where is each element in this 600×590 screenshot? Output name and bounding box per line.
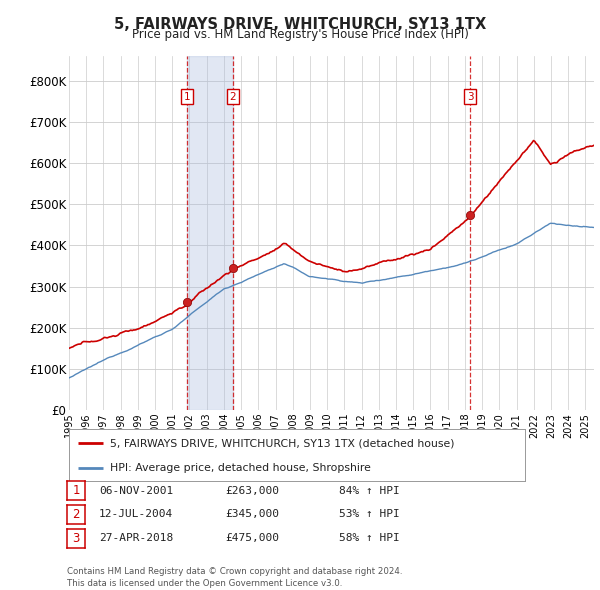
- Text: 06-NOV-2001: 06-NOV-2001: [99, 486, 173, 496]
- Text: 53% ↑ HPI: 53% ↑ HPI: [339, 510, 400, 519]
- Text: 1: 1: [73, 484, 80, 497]
- Text: 1: 1: [184, 92, 190, 101]
- Text: 5, FAIRWAYS DRIVE, WHITCHURCH, SY13 1TX (detached house): 5, FAIRWAYS DRIVE, WHITCHURCH, SY13 1TX …: [110, 438, 455, 448]
- Text: 58% ↑ HPI: 58% ↑ HPI: [339, 533, 400, 543]
- Text: 3: 3: [73, 532, 80, 545]
- Text: £345,000: £345,000: [225, 510, 279, 519]
- Text: 2: 2: [73, 508, 80, 521]
- Text: Contains HM Land Registry data © Crown copyright and database right 2024.
This d: Contains HM Land Registry data © Crown c…: [67, 568, 403, 588]
- Text: £263,000: £263,000: [225, 486, 279, 496]
- Text: Price paid vs. HM Land Registry's House Price Index (HPI): Price paid vs. HM Land Registry's House …: [131, 28, 469, 41]
- Bar: [187, 56, 233, 410]
- Text: £475,000: £475,000: [225, 533, 279, 543]
- Text: 12-JUL-2004: 12-JUL-2004: [99, 510, 173, 519]
- Text: 84% ↑ HPI: 84% ↑ HPI: [339, 486, 400, 496]
- Text: 27-APR-2018: 27-APR-2018: [99, 533, 173, 543]
- Text: 2: 2: [230, 92, 236, 101]
- Text: 5, FAIRWAYS DRIVE, WHITCHURCH, SY13 1TX: 5, FAIRWAYS DRIVE, WHITCHURCH, SY13 1TX: [114, 17, 486, 31]
- Text: HPI: Average price, detached house, Shropshire: HPI: Average price, detached house, Shro…: [110, 463, 371, 473]
- Text: 3: 3: [467, 92, 474, 101]
